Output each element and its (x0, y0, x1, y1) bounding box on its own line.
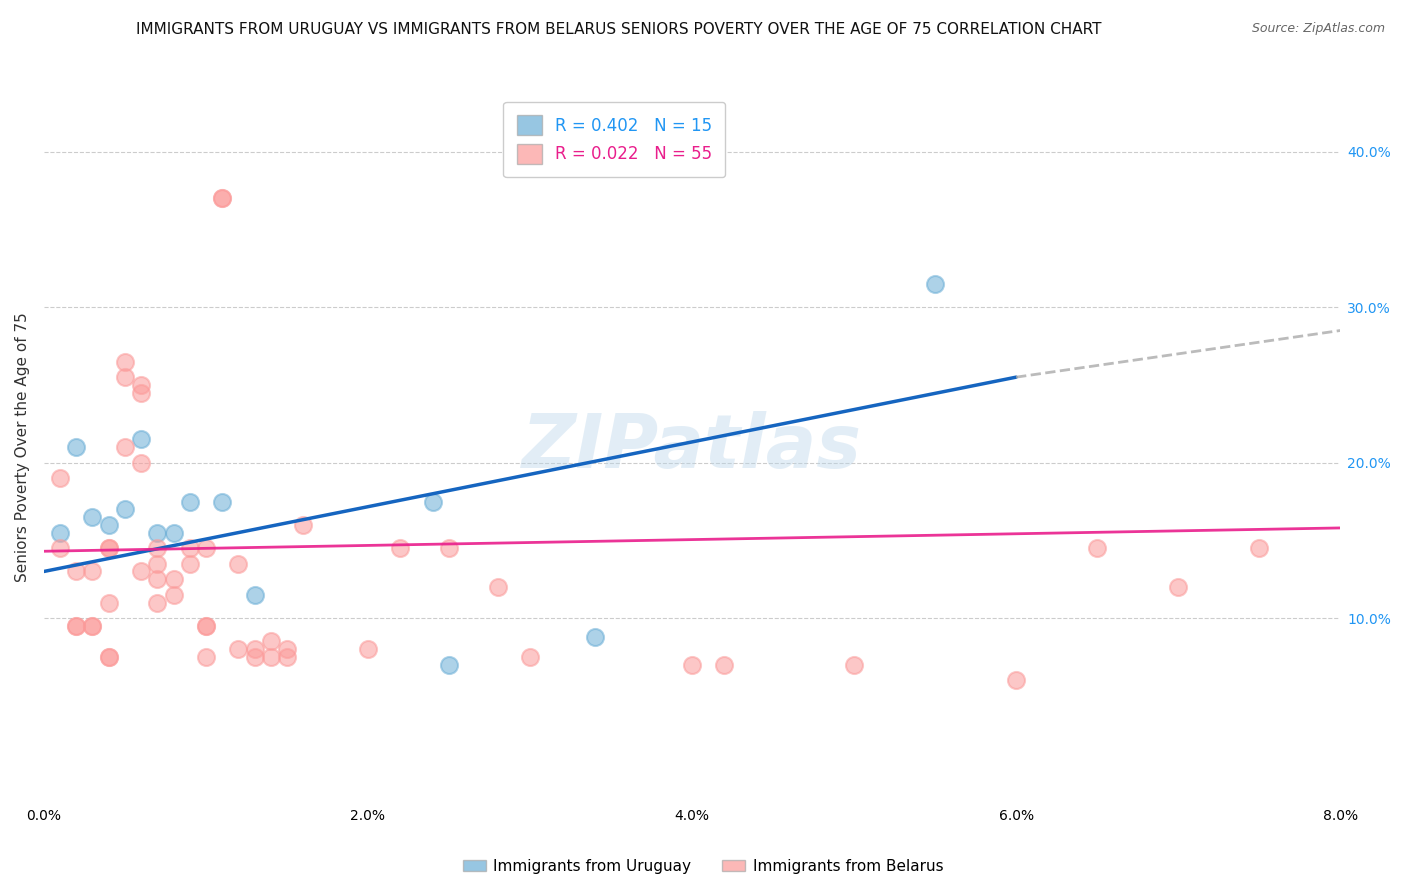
Text: IMMIGRANTS FROM URUGUAY VS IMMIGRANTS FROM BELARUS SENIORS POVERTY OVER THE AGE : IMMIGRANTS FROM URUGUAY VS IMMIGRANTS FR… (136, 22, 1101, 37)
Point (179, 494, 201, 508)
Point (276, 642, 298, 657)
Point (97, 541, 120, 556)
Point (82, 510, 104, 524)
Point (129, 378, 152, 392)
Point (437, 657, 460, 672)
Text: Source: ZipAtlas.com: Source: ZipAtlas.com (1251, 22, 1385, 36)
Point (194, 541, 217, 556)
Point (389, 541, 412, 556)
Point (842, 657, 865, 672)
Point (292, 517, 315, 532)
Point (519, 649, 541, 664)
Point (1167, 580, 1189, 594)
Point (924, 277, 946, 291)
Point (114, 502, 136, 516)
Point (49, 541, 72, 556)
Point (129, 385, 152, 400)
Point (146, 541, 169, 556)
Point (276, 649, 298, 664)
Point (422, 494, 444, 508)
Point (129, 433, 152, 447)
Point (681, 657, 703, 672)
Point (162, 572, 184, 586)
Point (146, 557, 169, 571)
Point (97, 517, 120, 532)
Text: ZIPatlas: ZIPatlas (522, 410, 862, 483)
Point (228, 557, 250, 571)
Point (211, 191, 233, 205)
Point (65, 440, 87, 454)
Point (65, 619, 87, 633)
Legend: R = 0.402   N = 15, R = 0.022   N = 55: R = 0.402 N = 15, R = 0.022 N = 55 (503, 102, 725, 178)
Point (194, 619, 217, 633)
Point (129, 565, 152, 579)
Point (114, 440, 136, 454)
Point (260, 649, 283, 664)
Point (114, 370, 136, 384)
Legend: Immigrants from Uruguay, Immigrants from Belarus: Immigrants from Uruguay, Immigrants from… (457, 853, 949, 880)
Point (179, 557, 201, 571)
Point (357, 642, 380, 657)
Point (82, 619, 104, 633)
Point (65, 565, 87, 579)
Point (211, 494, 233, 508)
Point (194, 619, 217, 633)
Point (179, 541, 201, 556)
Point (97, 541, 120, 556)
Point (713, 657, 735, 672)
Point (243, 642, 266, 657)
Point (1249, 541, 1271, 556)
Point (260, 634, 283, 648)
Point (82, 619, 104, 633)
Point (437, 541, 460, 556)
Point (65, 619, 87, 633)
Point (49, 471, 72, 485)
Point (583, 630, 606, 644)
Y-axis label: Seniors Poverty Over the Age of 75: Seniors Poverty Over the Age of 75 (15, 312, 30, 582)
Point (82, 565, 104, 579)
Point (97, 649, 120, 664)
Point (49, 525, 72, 540)
Point (97, 596, 120, 610)
Point (162, 525, 184, 540)
Point (1085, 541, 1108, 556)
Point (97, 649, 120, 664)
Point (129, 456, 152, 470)
Point (243, 588, 266, 602)
Point (194, 649, 217, 664)
Point (211, 191, 233, 205)
Point (146, 596, 169, 610)
Point (162, 588, 184, 602)
Point (146, 525, 169, 540)
Point (1005, 673, 1028, 688)
Point (146, 572, 169, 586)
Point (228, 642, 250, 657)
Point (243, 649, 266, 664)
Point (114, 354, 136, 368)
Point (486, 580, 509, 594)
